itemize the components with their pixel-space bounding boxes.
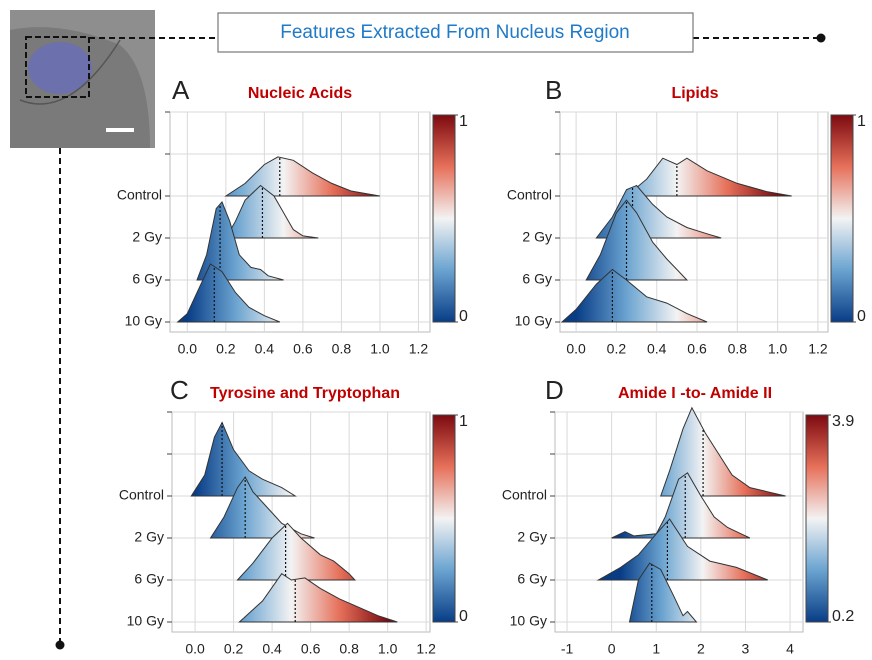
- header-box: [217, 12, 694, 53]
- cell-edge: [19, 39, 121, 105]
- y-tick-label: 2 Gy: [517, 529, 547, 545]
- colorbar-tick-label: 0: [459, 608, 468, 625]
- x-tick-label: 0.8: [332, 341, 352, 357]
- microscopy-image: [10, 10, 155, 149]
- chart-title: Tyrosine and Tryptophan: [210, 385, 400, 402]
- x-tick-label: -1: [561, 641, 574, 657]
- ridge: [209, 476, 315, 539]
- colorbar: [805, 414, 829, 623]
- y-tick-label: 10 Gy: [510, 613, 547, 629]
- x-tick-label: 2: [697, 641, 705, 657]
- ridge: [196, 200, 284, 281]
- y-tick-label: Control: [502, 487, 547, 503]
- scale-bar: [106, 128, 134, 132]
- connector-dot: [55, 640, 65, 650]
- y-tick-label: 10 Gy: [127, 613, 164, 629]
- colorbar-tick-label: 1: [459, 113, 468, 130]
- chart-title: Nucleic Acids: [248, 85, 352, 102]
- ridge: [585, 199, 689, 281]
- x-tick-label: 0.2: [216, 341, 236, 357]
- x-tick-label: 0.0: [185, 641, 205, 657]
- nucleus: [28, 42, 92, 94]
- colorbar-tick-label: 0: [857, 308, 866, 325]
- x-tick-label: 1.0: [370, 341, 390, 357]
- header-title: Features Extracted From Nucleus Region: [280, 22, 630, 43]
- ridge: [238, 573, 398, 623]
- x-tick-label: 1.0: [378, 641, 398, 657]
- x-tick-label: 0.0: [178, 341, 198, 357]
- x-tick-label: 0.4: [262, 641, 282, 657]
- connector-dot: [816, 33, 826, 43]
- x-tick-label: 0.4: [255, 341, 275, 357]
- colorbar-tick-label: 1: [459, 413, 468, 430]
- x-tick-label: 0.8: [339, 641, 359, 657]
- ridge: [659, 406, 786, 497]
- y-tick-label: 2 Gy: [134, 529, 164, 545]
- x-tick-label: 1.0: [768, 341, 788, 357]
- ridge: [225, 184, 319, 239]
- ridge: [236, 522, 357, 581]
- colorbar-tick-label: 0.2: [832, 608, 854, 625]
- x-tick-label: 0.8: [728, 341, 748, 357]
- panel-letter: B: [545, 75, 562, 105]
- x-tick-label: 1.2: [409, 341, 429, 357]
- colorbar-tick-label: 1: [857, 113, 866, 130]
- ridge: [628, 562, 698, 623]
- panel-letter: A: [172, 75, 190, 105]
- ridge: [560, 268, 708, 323]
- x-tick-label: 0: [608, 641, 616, 657]
- x-tick-label: 1.2: [808, 341, 828, 357]
- y-tick-label: Control: [119, 487, 164, 503]
- x-tick-label: 3: [742, 641, 750, 657]
- x-tick-label: 0.6: [301, 641, 321, 657]
- y-tick-label: 10 Gy: [515, 313, 552, 329]
- ridge: [176, 263, 280, 323]
- y-tick-label: 6 Gy: [517, 571, 547, 587]
- x-tick-label: 0.4: [647, 341, 667, 357]
- colorbar: [432, 414, 456, 623]
- colorbar: [432, 114, 456, 323]
- ridge: [596, 518, 768, 581]
- y-tick-label: 2 Gy: [132, 229, 162, 245]
- x-tick-label: 1: [652, 641, 660, 657]
- x-tick-label: 4: [786, 641, 794, 657]
- y-tick-label: Control: [507, 187, 552, 203]
- x-tick-label: 1.2: [416, 641, 436, 657]
- ridge: [625, 157, 792, 197]
- ridge: [190, 421, 297, 497]
- x-tick-label: 0.2: [607, 341, 627, 357]
- x-tick-label: 0.0: [566, 341, 586, 357]
- colorbar-tick-label: 0: [459, 308, 468, 325]
- y-tick-label: Control: [117, 187, 162, 203]
- chart-title: Amide I -to- Amide II: [618, 385, 772, 402]
- y-tick-label: 10 Gy: [125, 313, 162, 329]
- y-tick-label: 6 Gy: [132, 271, 162, 287]
- colorbar-tick-label: 3.9: [832, 413, 854, 430]
- panel-letter: D: [545, 375, 564, 405]
- y-tick-label: 2 Gy: [522, 229, 552, 245]
- x-tick-label: 0.6: [687, 341, 707, 357]
- chart-title: Lipids: [671, 85, 718, 102]
- x-tick-label: 0.6: [293, 341, 313, 357]
- colorbar: [830, 114, 854, 323]
- y-tick-label: 6 Gy: [134, 571, 164, 587]
- roi-box: [25, 36, 90, 98]
- ridge: [611, 472, 751, 539]
- y-tick-label: 6 Gy: [522, 271, 552, 287]
- x-tick-label: 0.2: [224, 641, 244, 657]
- panel-letter: C: [170, 375, 189, 405]
- ridge: [224, 156, 380, 197]
